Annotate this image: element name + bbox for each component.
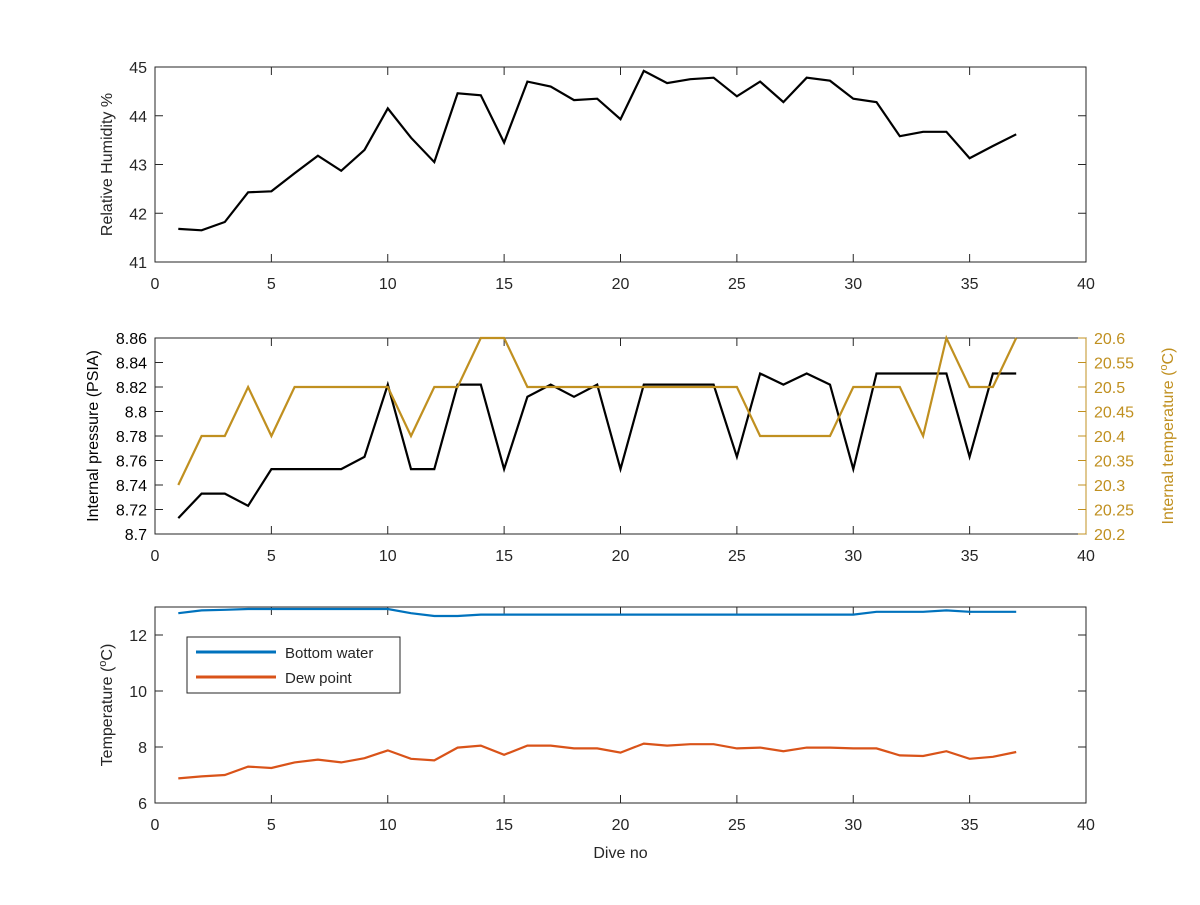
y-right-tick-label: 20.25 <box>1094 503 1134 520</box>
x-tick-label: 30 <box>844 817 862 834</box>
y-tick-label: 8.7 <box>125 527 147 544</box>
x-tick-label: 40 <box>1077 817 1095 834</box>
x-tick-label: 40 <box>1077 276 1095 293</box>
x-tick-label: 35 <box>961 276 979 293</box>
x-tick-label: 20 <box>612 276 630 293</box>
legend-label: Bottom water <box>285 645 373 662</box>
panel-1: 0 5 10 15 20 25 30 35 40 41 42 43 44 45 Relative Humid… <box>99 60 1095 293</box>
y-tick-label: 41 <box>129 255 147 272</box>
y-axis-label: Internal pressure (PSIA) <box>85 350 102 522</box>
y-tick-label: 10 <box>129 684 147 701</box>
x-tick-label: 30 <box>844 276 862 293</box>
y-right-tick-label: 20.35 <box>1094 454 1134 471</box>
y-tick-label: 43 <box>129 158 147 175</box>
x-tick-label: 25 <box>728 276 746 293</box>
y-tick-label: 8 <box>138 740 147 757</box>
axes-box <box>154 66 1087 263</box>
y-tick-label: 8.74 <box>116 478 147 495</box>
axes-box <box>154 606 1087 804</box>
y-tick-label: 8.86 <box>116 331 147 348</box>
legend-box <box>186 636 401 694</box>
y-tick-label: 8.8 <box>125 405 147 422</box>
x-tick-label: 30 <box>844 548 862 565</box>
y-tick-label: 8.84 <box>116 356 147 373</box>
x-tick-label: 10 <box>379 817 397 834</box>
y-tick-label: 8.76 <box>116 454 147 471</box>
x-axis-label: Dive no <box>593 845 647 862</box>
x-tick-label: 40 <box>1077 548 1095 565</box>
x-tick-label: 0 <box>151 817 160 834</box>
series-line-1 <box>177 371 1017 519</box>
y-tick-label: 45 <box>129 60 147 77</box>
x-tick-label: 20 <box>612 817 630 834</box>
x-tick-label: 25 <box>728 548 746 565</box>
x-tick-label: 15 <box>495 276 513 293</box>
y-tick-label: 8.82 <box>116 380 147 397</box>
y-right-tick-label: 20.2 <box>1094 527 1125 544</box>
x-tick-label: 15 <box>495 548 513 565</box>
series-line-2 <box>177 334 1018 486</box>
series-line-1 <box>178 607 1017 618</box>
y-tick-label: 12 <box>129 628 147 645</box>
x-tick-label: 25 <box>728 817 746 834</box>
x-tick-label: 5 <box>267 276 276 293</box>
series-line-2 <box>178 742 1017 780</box>
x-tick-label: 5 <box>267 817 276 834</box>
y-right-tick-label: 20.5 <box>1094 380 1125 397</box>
x-tick-label: 20 <box>612 548 630 565</box>
panel-2: 0 5 10 15 20 25 30 35 40 8.7 8.72 8.74 8.76 8.78 8.8 8.… <box>85 331 1177 565</box>
axes-box <box>154 337 1087 535</box>
y-tick-label: 6 <box>138 796 147 813</box>
legend-label: Dew point <box>285 670 353 687</box>
y-right-tick-label: 20.4 <box>1094 429 1125 446</box>
panel-3: 0 5 10 15 20 25 30 35 40 6 8 10 12 Temperature (oC) Di… <box>97 606 1095 862</box>
x-tick-label: 35 <box>961 817 979 834</box>
x-tick-label: 5 <box>267 548 276 565</box>
y-tick-label: 8.78 <box>116 429 147 446</box>
x-tick-label: 15 <box>495 817 513 834</box>
series-line-1 <box>178 69 1017 232</box>
y-tick-label: 8.72 <box>116 503 147 520</box>
x-tick-label: 35 <box>961 548 979 565</box>
y-axis-label: Temperature (oC) <box>97 644 116 767</box>
legend: Bottom water Dew point <box>186 636 401 694</box>
y-axis-label: Relative Humidity % <box>99 93 116 236</box>
y-right-tick-label: 20.55 <box>1094 356 1134 373</box>
y-right-tick-label: 20.3 <box>1094 478 1125 495</box>
y-right-tick-label: 20.6 <box>1094 331 1125 348</box>
x-tick-label: 10 <box>379 548 397 565</box>
y-right-tick-label: 20.45 <box>1094 405 1134 422</box>
x-tick-label: 0 <box>151 276 160 293</box>
x-tick-label: 10 <box>379 276 397 293</box>
x-tick-label: 0 <box>151 548 160 565</box>
y-tick-label: 42 <box>129 206 147 223</box>
y-axis-label-right: Internal temperature (oC) <box>1158 348 1177 525</box>
y-tick-label: 44 <box>129 109 147 126</box>
